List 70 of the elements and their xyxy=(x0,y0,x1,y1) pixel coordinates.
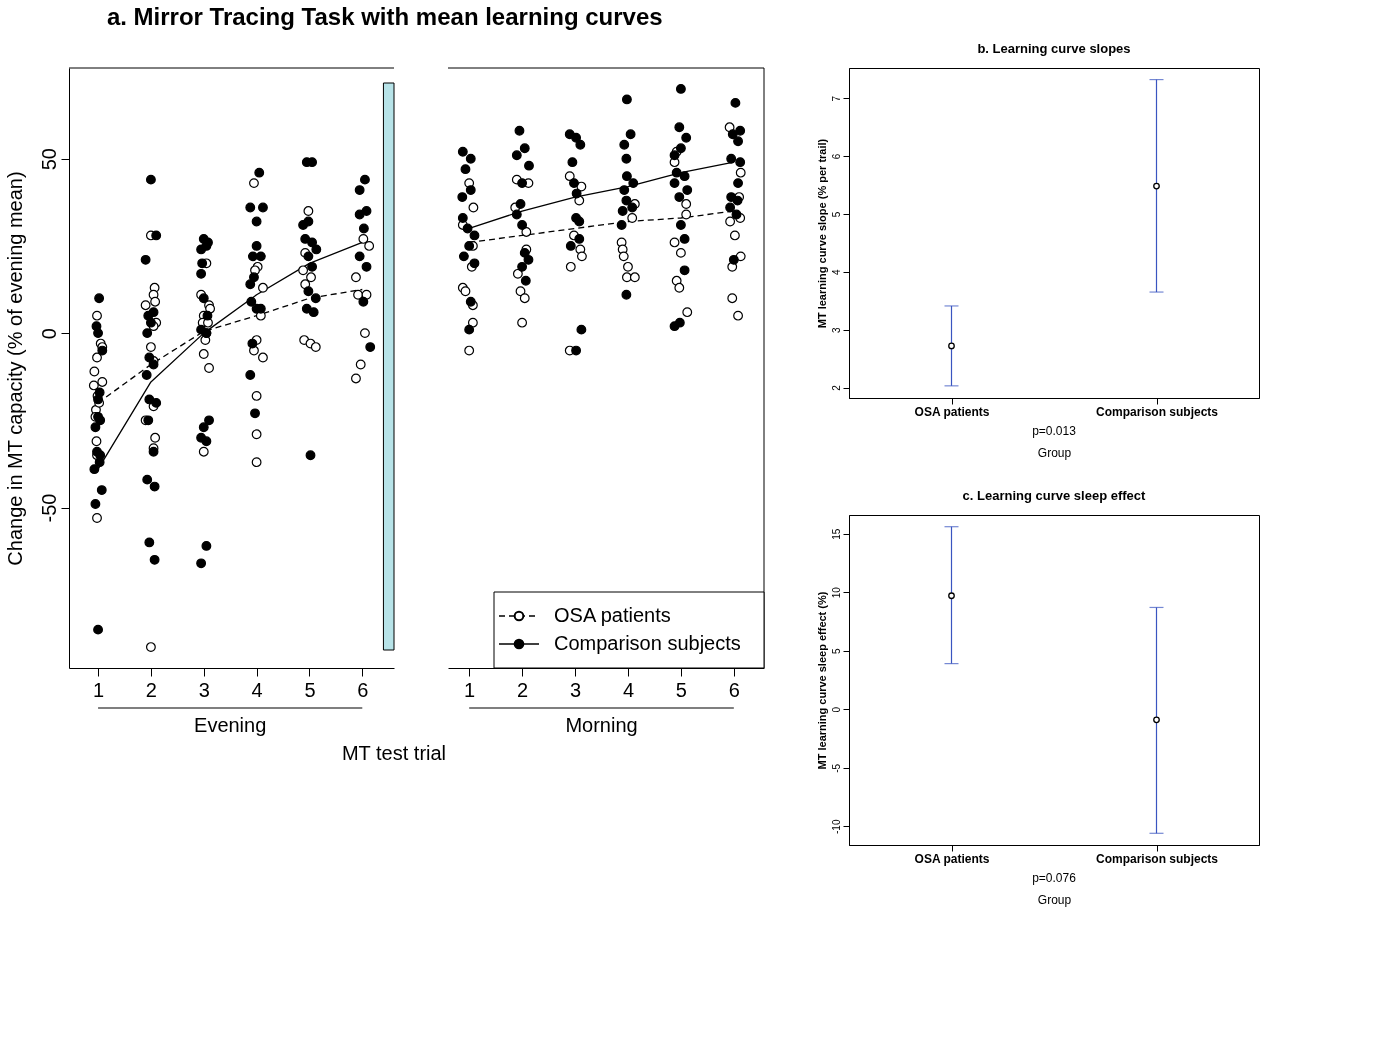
legend-label: OSA patients xyxy=(554,604,671,626)
x-tick-label: 2 xyxy=(517,678,529,701)
point xyxy=(517,317,528,328)
point xyxy=(729,230,740,241)
y-tick-label: 5 xyxy=(830,211,842,218)
x-axis-title: Group xyxy=(1037,445,1072,460)
point xyxy=(629,272,640,283)
chart-title: c. Learning curve sleep effect xyxy=(962,488,1147,503)
x-tick-label: 6 xyxy=(357,678,369,701)
point xyxy=(576,251,587,262)
y-tick-label: -50 xyxy=(37,493,60,523)
y-axis-title: Change in MT capacity (% of evening mean) xyxy=(3,171,26,566)
chart-title: a. Mirror Tracing Task with mean learning curves xyxy=(106,2,663,30)
point xyxy=(512,268,523,279)
x-tick-label: 6 xyxy=(728,678,740,701)
y-tick-label: 0 xyxy=(830,706,842,713)
point xyxy=(627,213,638,223)
y-tick-label: -5 xyxy=(830,763,842,773)
y-tick-label: 50 xyxy=(37,148,60,171)
x-tick-label: 2 xyxy=(145,678,157,701)
y-tick-label: -10 xyxy=(830,819,842,834)
y-axis-title: MT learning curve slope (% per trail) xyxy=(815,138,828,329)
y-tick-label: 5 xyxy=(830,648,842,655)
point xyxy=(681,209,692,220)
legend-label: Comparison subjects xyxy=(554,632,741,654)
y-tick-label: 4 xyxy=(830,269,842,276)
point xyxy=(735,167,746,178)
text: Evening xyxy=(194,714,267,736)
point xyxy=(519,293,530,304)
y-tick-label: 2 xyxy=(830,384,842,391)
x-tick-label: 4 xyxy=(251,678,263,701)
point xyxy=(460,286,471,297)
point xyxy=(623,261,633,272)
point xyxy=(669,237,680,248)
y-axis-title: MT learning curve sleep effect (%) xyxy=(815,591,828,770)
x-tick-label: 3 xyxy=(569,678,582,701)
y-tick-label: 7 xyxy=(830,95,842,102)
y-tick-label: 10 xyxy=(830,586,842,599)
point xyxy=(675,247,686,258)
x-axis-title: Group xyxy=(1037,892,1072,907)
point xyxy=(733,310,743,321)
x-tick-label: 5 xyxy=(675,678,687,701)
y-tick-label: 15 xyxy=(830,528,842,540)
text: p=0.076 xyxy=(1032,871,1077,885)
point xyxy=(467,317,478,328)
point xyxy=(681,199,692,209)
chart-title: b. Learning curve slopes xyxy=(977,41,1131,56)
y-tick-label: 3 xyxy=(830,326,842,333)
point xyxy=(727,293,738,304)
point xyxy=(515,286,526,297)
point xyxy=(674,282,685,293)
x-tick-label: 1 xyxy=(93,678,105,701)
x-axis-title: MT test trial xyxy=(341,742,447,764)
x-tick-label: 5 xyxy=(304,678,316,701)
point xyxy=(564,171,575,182)
text: p=0.013 xyxy=(1032,424,1077,438)
point xyxy=(565,261,576,272)
point xyxy=(618,251,629,262)
point xyxy=(468,202,479,213)
point xyxy=(725,216,736,227)
text: Morning xyxy=(565,714,638,736)
point xyxy=(464,345,475,356)
point xyxy=(621,272,632,283)
y-tick-label: 6 xyxy=(830,153,842,160)
x-tick-label: 3 xyxy=(198,678,210,701)
x-tick-label: 4 xyxy=(622,678,635,701)
x-tick-label: 1 xyxy=(464,678,476,701)
point xyxy=(682,307,693,318)
y-tick-label: 0 xyxy=(37,328,60,340)
point xyxy=(521,227,532,237)
